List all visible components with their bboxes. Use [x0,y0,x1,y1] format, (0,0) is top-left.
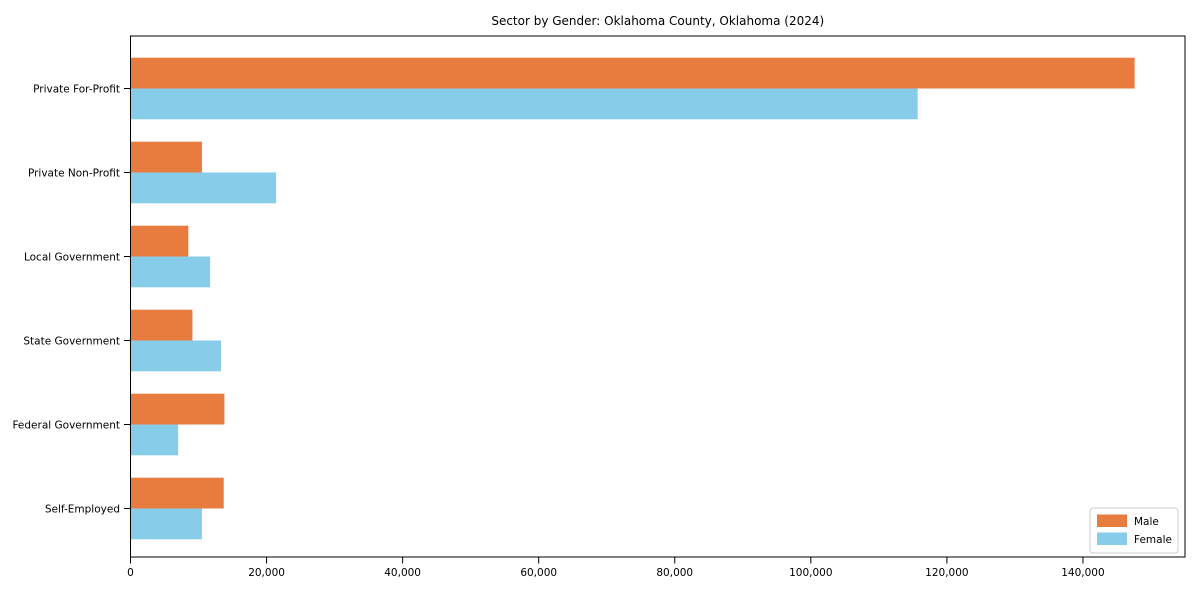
bar-female-federal-government [130,424,179,456]
bar-female-self-employed [130,508,202,540]
plot-border [130,35,1186,558]
x-tick-label-0: 0 [127,567,134,579]
x-tick-label-5: 100,000 [789,567,832,579]
y-axis-label-state-government: State Government [23,335,120,347]
bar-male-state-government [130,309,193,341]
bar-female-private-for-profit [130,88,918,120]
x-tick-label-7: 140,000 [1061,567,1104,579]
bar-male-private-for-profit [130,57,1135,89]
bar-female-state-government [130,340,221,372]
bar-male-self-employed [130,477,224,509]
x-tick-label-6: 120,000 [925,567,968,579]
chart-title: Sector by Gender: Oklahoma County, Oklah… [491,14,824,28]
bar-male-local-government [130,225,189,257]
y-axis-label-self-employed: Self-Employed [45,503,120,515]
x-tick-label-3: 60,000 [520,567,557,579]
x-tick-label-2: 40,000 [384,567,421,579]
x-tick-label-1: 20,000 [248,567,285,579]
legend-swatch-male [1097,514,1127,527]
y-axis-label-private-for-profit: Private For-Profit [33,83,120,95]
bar-male-private-non-profit [130,141,202,173]
x-tick-label-4: 80,000 [656,567,693,579]
legend-label-male: Male [1134,516,1159,528]
y-axis-label-federal-government: Federal Government [12,419,120,431]
plot-content: Private For-Profit Private Non-Profit Loca… [12,35,1186,579]
bar-female-private-non-profit [130,172,277,204]
bar-male-federal-government [130,393,225,425]
bar-female-local-government [130,256,211,288]
y-axis-label-private-non-profit: Private Non-Profit [28,167,120,179]
legend-label-female: Female [1134,534,1172,546]
y-axis-label-local-government: Local Government [24,251,120,263]
legend-swatch-female [1097,532,1127,545]
